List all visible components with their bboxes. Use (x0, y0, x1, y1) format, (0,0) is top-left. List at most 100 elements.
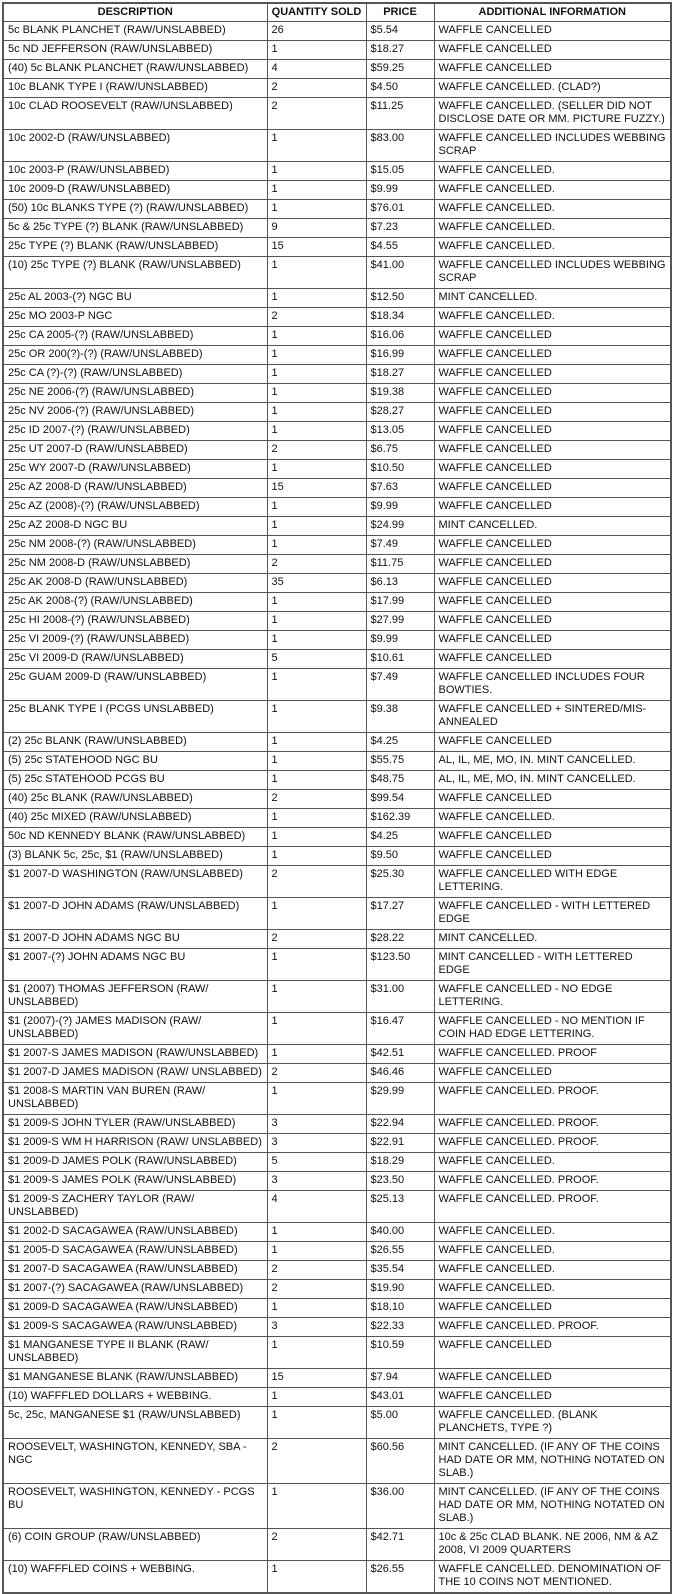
additional-info-cell: WAFFLE CANCELLED. (SELLER DID NOT DISCLO… (433, 97, 672, 130)
price-cell: $23.50 (365, 1171, 435, 1191)
table-row: (5) 25c STATEHOOD PCGS BU 1 $48.75 AL, IL, … (2, 770, 672, 790)
quantity-cell: 1 (266, 732, 367, 752)
price-cell: $16.47 (365, 1012, 435, 1045)
description-cell: $1 2009-S JAMES POLK (RAW/UNSLABBED) (2, 1171, 268, 1191)
price-cell: $19.90 (365, 1279, 435, 1299)
table-row: 25c NE 2006-(?) (RAW/UNSLABBED) 1 $19.38 WA… (2, 383, 672, 403)
table-row: $1 2007-D JOHN ADAMS (RAW/UNSLABBED) 1 $17… (2, 897, 672, 930)
table-row: $1 2009-D SACAGAWEA (RAW/UNSLABBED) 1 $18.… (2, 1298, 672, 1318)
table-row: $1 2007-(?) JOHN ADAMS NGC BU 1 $123.50 MIN… (2, 948, 672, 981)
description-cell: 25c VI 2009-D (RAW/UNSLABBED) (2, 649, 268, 669)
quantity-cell: 1 (266, 421, 367, 441)
price-cell: $9.99 (365, 180, 435, 200)
additional-info-cell: WAFFLE CANCELLED (433, 478, 672, 498)
description-cell: 25c AZ 2008-D (RAW/UNSLABBED) (2, 478, 268, 498)
description-cell: (40) 25c BLANK (RAW/UNSLABBED) (2, 789, 268, 809)
additional-info-cell: 10c & 25c CLAD BLANK. NE 2006, NM & AZ 2… (433, 1528, 672, 1561)
additional-info-cell: WAFFLE CANCELLED. (433, 161, 672, 181)
table-row: (6) COIN GROUP (RAW/UNSLABBED) 2 $42.71 10c… (2, 1528, 672, 1561)
price-cell: $17.99 (365, 592, 435, 612)
table-row: $1 2007-D SACAGAWEA (RAW/UNSLABBED) 2 $35.… (2, 1260, 672, 1280)
quantity-cell: 1 (266, 326, 367, 346)
description-cell: $1 2009-S WM H HARRISON (RAW/ UNSLABBED) (2, 1133, 268, 1153)
table-row: $1 2009-S ZACHERY TAYLOR (RAW/ UNSLABBED… (2, 1190, 672, 1223)
price-cell: $59.25 (365, 59, 435, 79)
description-cell: 5c ND JEFFERSON (RAW/UNSLABBED) (2, 40, 268, 60)
table-row: (40) 5c BLANK PLANCHET (RAW/UNSLABBED) 4 $… (2, 59, 672, 79)
description-cell: $1 2009-D SACAGAWEA (RAW/UNSLABBED) (2, 1298, 268, 1318)
additional-info-cell: WAFFLE CANCELLED - NO MENTION IF COIN HA… (433, 1012, 672, 1045)
additional-info-cell: WAFFLE CANCELLED (433, 421, 672, 441)
description-cell: $1 2002-D SACAGAWEA (RAW/UNSLABBED) (2, 1222, 268, 1242)
table-row: 25c OR 200(?)-(?) (RAW/UNSLABBED) 1 $16.99… (2, 345, 672, 365)
price-cell: $42.51 (365, 1044, 435, 1064)
additional-info-cell: WAFFLE CANCELLED. PROOF. (433, 1133, 672, 1153)
price-cell: $35.54 (365, 1260, 435, 1280)
additional-info-cell: WAFFLE CANCELLED. (433, 307, 672, 327)
quantity-cell: 1 (266, 1241, 367, 1261)
additional-info-cell: WAFFLE CANCELLED (433, 1336, 672, 1369)
description-cell: 25c BLANK TYPE I (PCGS UNSLABBED) (2, 700, 268, 733)
description-cell: (10) WAFFFLED COINS + WEBBING. (2, 1560, 268, 1594)
table-row: 5c ND JEFFERSON (RAW/UNSLABBED) 1 $18.27 WA… (2, 40, 672, 60)
price-cell: $26.55 (365, 1560, 435, 1594)
description-cell: ROOSEVELT, WASHINGTON, KENNEDY - PCGS BU (2, 1483, 268, 1529)
description-cell: 25c CA 2005-(?) (RAW/UNSLABBED) (2, 326, 268, 346)
quantity-cell: 1 (266, 611, 367, 631)
quantity-cell: 1 (266, 770, 367, 790)
quantity-cell: 2 (266, 1438, 367, 1484)
table-row: 25c TYPE (?) BLANK (RAW/UNSLABBED) 15 $4.5… (2, 237, 672, 257)
price-cell: $7.23 (365, 218, 435, 238)
description-cell: $1 2007-D JOHN ADAMS NGC BU (2, 929, 268, 949)
additional-info-cell: WAFFLE CANCELLED. (433, 218, 672, 238)
description-cell: 25c OR 200(?)-(?) (RAW/UNSLABBED) (2, 345, 268, 365)
description-cell: (5) 25c STATEHOOD NGC BU (2, 751, 268, 771)
additional-info-cell: WAFFLE CANCELLED (433, 59, 672, 79)
description-cell: 25c AK 2008-D (RAW/UNSLABBED) (2, 573, 268, 593)
description-cell: (40) 25c MIXED (RAW/UNSLABBED) (2, 808, 268, 828)
table-row: 25c AZ 2008-D (RAW/UNSLABBED) 15 $7.63 WAFF… (2, 478, 672, 498)
table-row: $1 MANGANESE BLANK (RAW/UNSLABBED) 15 $7.9… (2, 1368, 672, 1388)
price-cell: $48.75 (365, 770, 435, 790)
additional-info-cell: WAFFLE CANCELLED. PROOF. (433, 1082, 672, 1115)
header-description: DESCRIPTION (2, 2, 268, 22)
price-cell: $4.55 (365, 237, 435, 257)
quantity-cell: 2 (266, 1528, 367, 1561)
quantity-cell: 1 (266, 827, 367, 847)
additional-info-cell: WAFFLE CANCELLED INCLUDES WEBBING SCRAP (433, 129, 672, 162)
price-cell: $43.01 (365, 1387, 435, 1407)
additional-info-cell: MINT CANCELLED - WITH LETTERED EDGE (433, 948, 672, 981)
table-row: (10) WAFFFLED DOLLARS + WEBBING. 1 $43.01 W… (2, 1387, 672, 1407)
quantity-cell: 1 (266, 592, 367, 612)
additional-info-cell: MINT CANCELLED. (433, 516, 672, 536)
quantity-cell: 2 (266, 1063, 367, 1083)
table-row: (40) 25c BLANK (RAW/UNSLABBED) 2 $99.54 WAF… (2, 789, 672, 809)
description-cell: 25c NM 2008-(?) (RAW/UNSLABBED) (2, 535, 268, 555)
quantity-cell: 2 (266, 1279, 367, 1299)
price-cell: $31.00 (365, 980, 435, 1013)
price-cell: $99.54 (365, 789, 435, 809)
table-row: $1 2002-D SACAGAWEA (RAW/UNSLABBED) 1 $40.… (2, 1222, 672, 1242)
price-cell: $76.01 (365, 199, 435, 219)
description-cell: $1 2007-D WASHINGTON (RAW/UNSLABBED) (2, 865, 268, 898)
quantity-cell: 1 (266, 751, 367, 771)
price-cell: $7.49 (365, 668, 435, 701)
table-row: 25c AK 2008-(?) (RAW/UNSLABBED) 1 $17.99 WA… (2, 592, 672, 612)
additional-info-cell: WAFFLE CANCELLED (433, 846, 672, 866)
additional-info-cell: WAFFLE CANCELLED. PROOF. (433, 1317, 672, 1337)
table-row: 25c VI 2009-D (RAW/UNSLABBED) 5 $10.61 WAFF… (2, 649, 672, 669)
additional-info-cell: WAFFLE CANCELLED - NO EDGE LETTERING. (433, 980, 672, 1013)
quantity-cell: 2 (266, 97, 367, 130)
additional-info-cell: MINT CANCELLED. (IF ANY OF THE COINS HAD… (433, 1438, 672, 1484)
header-quantity-sold: QUANTITY SOLD (266, 2, 367, 22)
price-cell: $29.99 (365, 1082, 435, 1115)
table-row: ROOSEVELT, WASHINGTON, KENNEDY, SBA - NG… (2, 1438, 672, 1484)
table-row: (5) 25c STATEHOOD NGC BU 1 $55.75 AL, IL, M… (2, 751, 672, 771)
quantity-cell: 1 (266, 180, 367, 200)
quantity-cell: 15 (266, 1368, 367, 1388)
description-cell: $1 2007-(?) SACAGAWEA (RAW/UNSLABBED) (2, 1279, 268, 1299)
price-cell: $27.99 (365, 611, 435, 631)
table-row: 10c BLANK TYPE I (RAW/UNSLABBED) 2 $4.50 WA… (2, 78, 672, 98)
description-cell: $1 2009-S SACAGAWEA (RAW/UNSLABBED) (2, 1317, 268, 1337)
description-cell: $1 2008-S MARTIN VAN BUREN (RAW/ UNSLABB… (2, 1082, 268, 1115)
